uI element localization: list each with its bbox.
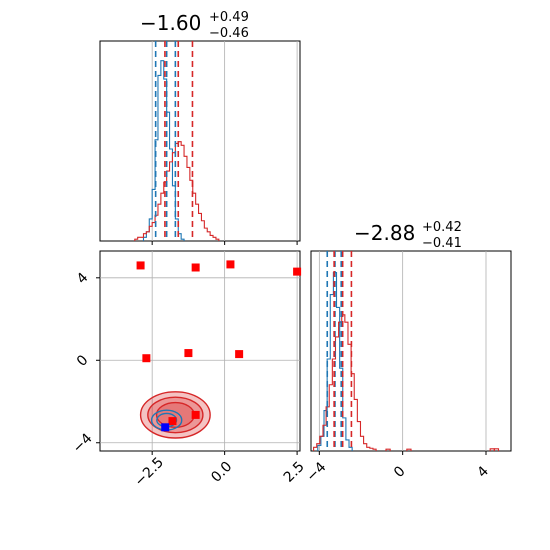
bottom-left-frame <box>99 250 301 452</box>
red-square-marker <box>136 261 145 270</box>
bottom-right-title-value: −2.88 <box>354 221 415 245</box>
bottom-right-title-sup: +0.42 <box>422 220 462 235</box>
bottom-left-tick-label-y: 4 <box>74 270 92 288</box>
bottom-left-tick-label-x: 2.5 <box>281 459 308 486</box>
bottom-right-outlier-bin <box>406 448 412 451</box>
bottom-left-tick-label-x: −2.5 <box>132 454 167 489</box>
bottom-right-title-sub: −0.41 <box>422 236 462 251</box>
top-left-frame <box>99 40 301 242</box>
top-left-title: −1.60 <box>140 11 201 35</box>
bottom-right-tick-label: 4 <box>474 463 492 481</box>
top-left-title-value: −1.60 <box>140 11 201 35</box>
red-square-marker <box>168 417 177 426</box>
blue-square-marker <box>161 423 170 432</box>
bottom-right-outlier-bin <box>493 448 500 451</box>
bottom-right-outlier-bin <box>385 448 391 451</box>
tick-layer: −2.5 0.0 2.5−404−4 0 4 <box>70 241 492 490</box>
bottom-right-tick-label: −4 <box>304 459 330 485</box>
grid-layer <box>100 41 487 451</box>
red-square-marker <box>142 354 151 363</box>
bottom-left-tick-label-y: 0 <box>74 352 92 370</box>
bottom-right-histogram-series_b <box>313 314 377 451</box>
red-square-marker <box>191 410 200 419</box>
bottom-left-tick-label-y: −4 <box>70 430 96 456</box>
red-square-marker <box>235 350 244 359</box>
red-square-marker <box>226 260 235 269</box>
bottom-right-title: −2.88 <box>354 221 415 245</box>
bottom-left-panel <box>99 250 301 452</box>
top-left-title-sup: +0.49 <box>209 10 249 25</box>
bottom-left-tick-label-x: 0.0 <box>208 459 235 486</box>
top-left-histogram-series_b <box>134 141 220 241</box>
bottom-right-tick-label: 0 <box>391 463 409 481</box>
red-square-marker <box>293 267 302 276</box>
data-layer <box>134 41 500 451</box>
red-square-marker <box>184 349 193 358</box>
top-left-title-sub: −0.46 <box>209 26 249 41</box>
red-square-marker <box>191 263 200 272</box>
top-left-panel <box>99 40 301 242</box>
contour-series_b <box>139 391 211 439</box>
